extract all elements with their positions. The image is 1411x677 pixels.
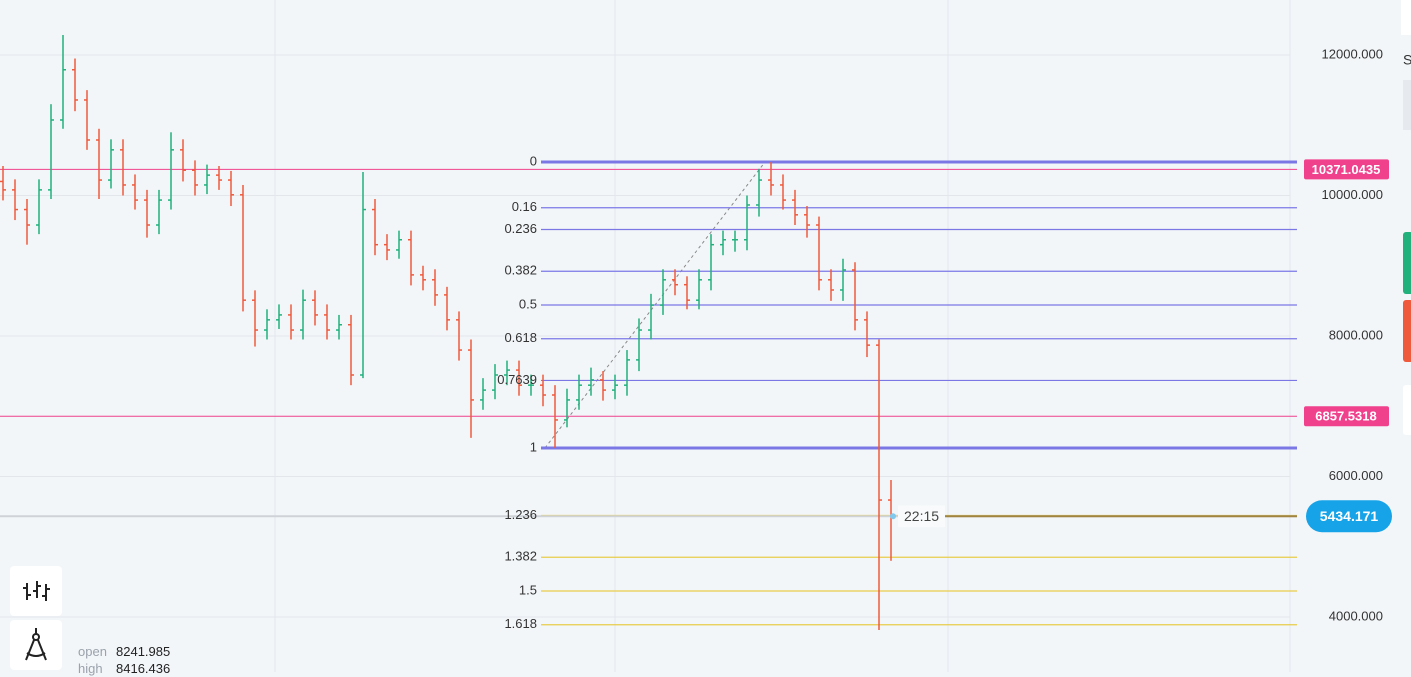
side-button[interactable] [1403,80,1411,130]
fib-label: 0.16 [512,199,537,214]
fib-label: 0 [530,153,537,168]
fib-label: 1.236 [504,507,537,522]
current-price-bg [1306,500,1392,533]
side-button[interactable] [1403,385,1411,435]
icon [25,628,47,661]
price-marker [890,513,896,520]
plot [0,34,1297,630]
fib-label: 0.382 [504,263,537,278]
timer: 22:15 [904,508,939,524]
price-label: 10371.0435 [1312,162,1381,177]
side-letter: S [1403,52,1411,68]
fib-label: 1.382 [504,549,537,564]
fib-label: 1.618 [504,616,537,631]
legend-label: open [78,644,107,659]
y-tick-label: 8000.000 [1329,327,1383,342]
price-label-bg [1304,159,1389,180]
drawing-button[interactable] [10,620,62,670]
legend-row: open 8241.985 [78,643,170,660]
fib-label: 0.236 [504,221,537,236]
legend-label: high [78,661,103,676]
legend-value: 8241.985 [116,644,171,659]
price-label: 6857.5318 [1315,409,1376,424]
fib-label: 0.7639 [497,372,537,387]
y-tick-label: 4000.000 [1329,608,1383,623]
y-tick-label: 6000.000 [1329,468,1383,483]
indicators-button[interactable] [10,566,62,616]
buy-button[interactable] [1403,232,1411,294]
icon [23,581,50,601]
fib-label: 1.5 [519,582,537,597]
price-label-bg [1304,406,1389,427]
fib-label: 1 [530,439,537,454]
y-tick-label: 12000.000 [1322,46,1383,61]
current-price-label: 5434.171 [1320,508,1379,524]
side-button[interactable] [1401,0,1411,35]
legend-value: 8416.436 [116,661,171,676]
sell-button[interactable] [1403,300,1411,362]
fib-label: 0.618 [504,330,537,345]
legend-row: high 8416.436 [78,660,170,677]
timer-bg [898,505,945,528]
y-tick-label: 10000.000 [1322,187,1383,202]
fib-label: 0.5 [519,296,537,311]
